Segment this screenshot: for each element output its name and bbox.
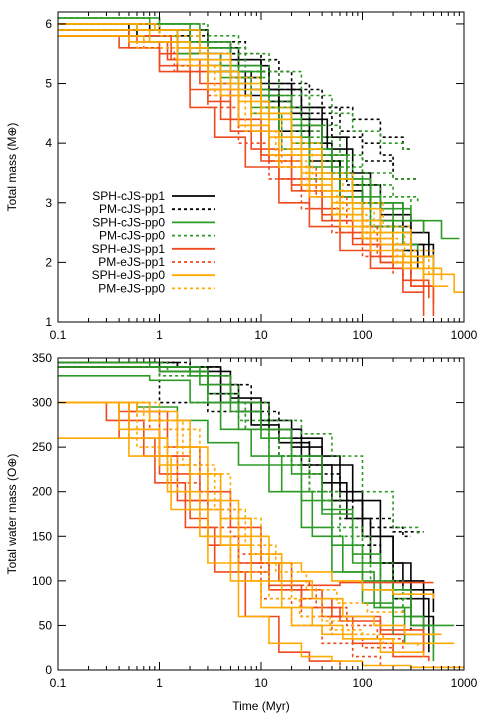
x-tick-label: 10 (254, 676, 268, 690)
series-group (58, 361, 464, 669)
series-line-14 (58, 361, 412, 608)
legend-label: SPH-cJS-pp1 (92, 189, 165, 203)
y-tick-label: 350 (32, 351, 52, 365)
series-line-4 (58, 361, 424, 533)
x-tick-label: 100 (352, 676, 372, 690)
series-line-30 (58, 23, 435, 269)
series-line-31 (58, 29, 430, 275)
legend-label: SPH-eJS-pp0 (92, 268, 166, 282)
series-line-33 (58, 23, 435, 263)
series-line-15 (58, 23, 418, 180)
legend-label: PM-eJS-pp0 (98, 281, 165, 295)
legend: SPH-cJS-pp1PM-cJS-pp1SPH-cJS-pp0PM-cJS-p… (92, 189, 215, 295)
y-axis-label: Total mass (M⊕) (5, 123, 19, 212)
x-tick-label: 0.1 (50, 328, 67, 342)
y-axis-label: Total water mass (O⊕) (5, 454, 19, 575)
series-line-11 (58, 375, 425, 653)
series-line-20 (58, 401, 394, 657)
series-line-29 (58, 35, 425, 281)
series-line-5 (58, 23, 411, 150)
series-line-3 (58, 361, 430, 653)
legend-label: PM-cJS-pp0 (99, 229, 165, 243)
y-tick-label: 1 (45, 315, 52, 329)
y-tick-label: 6 (45, 17, 52, 31)
y-tick-label: 5 (45, 77, 52, 91)
series-line-18 (58, 401, 430, 662)
y-tick-label: 100 (32, 574, 52, 588)
series-line-12 (58, 361, 419, 537)
series-line-9 (58, 401, 435, 662)
y-tick-label: 4 (45, 136, 52, 150)
series-line-23 (58, 401, 435, 599)
y-tick-label: 3 (45, 196, 52, 210)
water-panel: 0.1 1 10 100 1000 0 50 100 150 200 250 300 350 Total … (5, 351, 478, 713)
y-tick-label: 50 (39, 618, 53, 632)
y-tick-label: 0 (45, 663, 52, 677)
x-tick-label: 100 (352, 328, 372, 342)
legend-label: SPH-cJS-pp0 (92, 215, 165, 229)
series-line-30 (58, 401, 419, 648)
series-line-2 (58, 366, 435, 644)
series-group (58, 17, 464, 316)
series-line-5 (58, 366, 411, 538)
series-line-28 (58, 401, 404, 617)
legend-label: SPH-eJS-pp1 (92, 242, 166, 256)
x-tick-label: 1 (156, 328, 163, 342)
y-tick-label: 300 (32, 396, 52, 410)
x-tick-label: 1 (156, 676, 163, 690)
legend-label: PM-eJS-pp1 (98, 255, 165, 269)
series-line-6 (58, 23, 418, 180)
y-tick-label: 2 (45, 255, 52, 269)
x-tick-label: 1000 (451, 676, 478, 690)
x-axis-label: Time (Myr) (232, 699, 290, 713)
series-line-17 (58, 23, 419, 203)
series-line-8 (58, 366, 425, 639)
x-tick-label: 1000 (451, 328, 478, 342)
y-tick-label: 150 (32, 529, 52, 543)
series-line-14 (58, 17, 411, 150)
series-line-26 (58, 401, 425, 657)
x-tick-label: 0.1 (50, 676, 67, 690)
series-line-10 (58, 361, 435, 648)
y-tick-label: 200 (32, 485, 52, 499)
y-tick-label: 250 (32, 440, 52, 454)
legend-label: PM-cJS-pp1 (99, 202, 165, 216)
series-line-32 (58, 35, 425, 281)
x-tick-label: 10 (254, 328, 268, 342)
